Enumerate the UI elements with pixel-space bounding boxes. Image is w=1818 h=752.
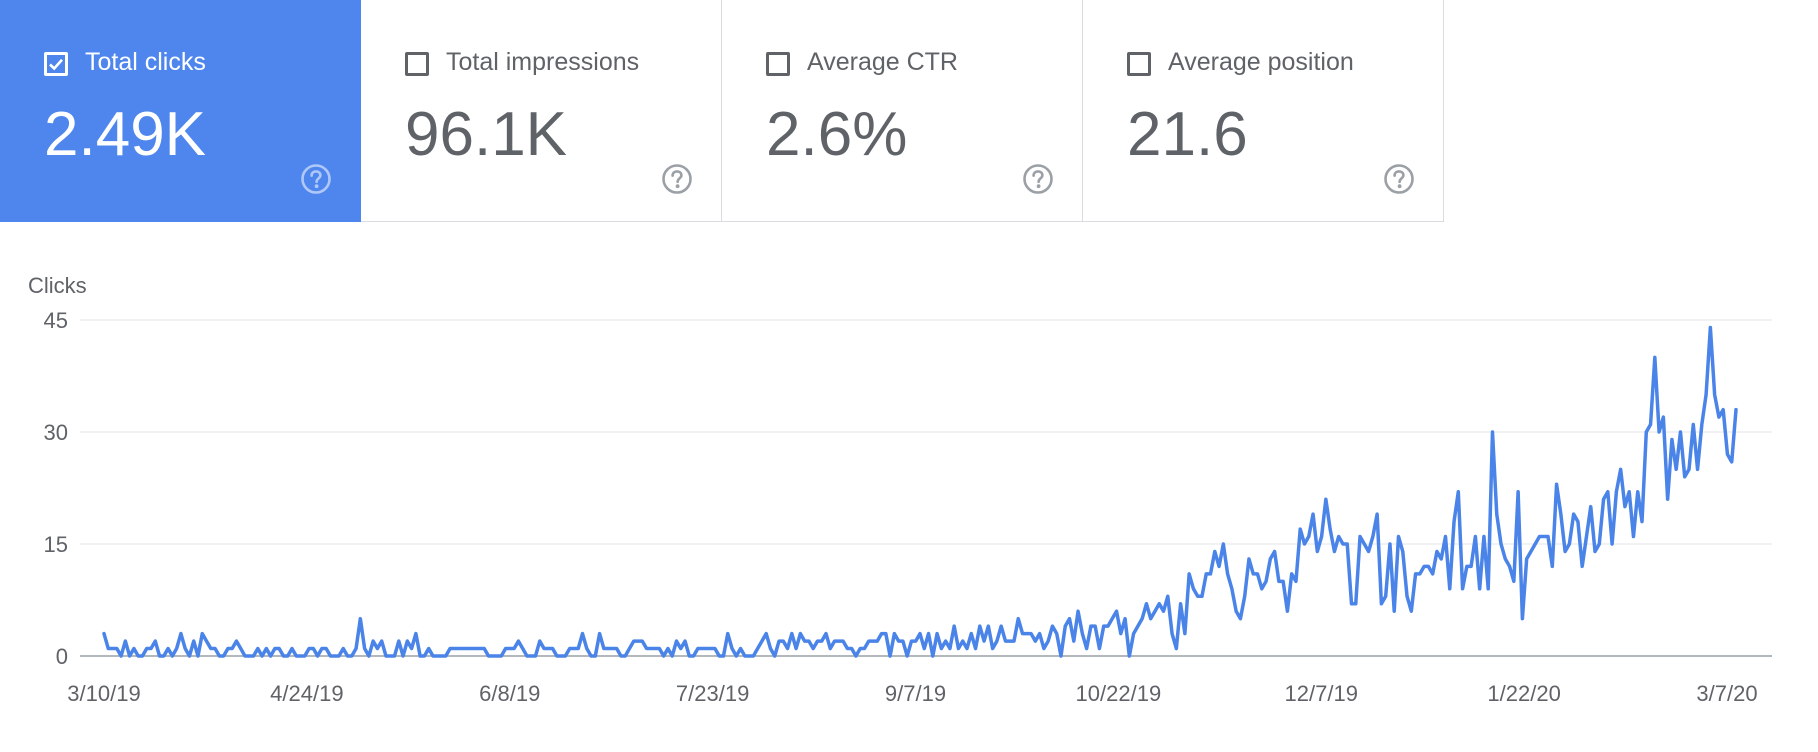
metric-label: Total clicks — [85, 48, 206, 76]
checkbox-unchecked-icon[interactable] — [1127, 52, 1151, 76]
help-icon[interactable] — [1022, 163, 1054, 195]
metric-value: 2.6% — [766, 100, 908, 169]
help-icon[interactable] — [1383, 163, 1415, 195]
y-axis-ticks: 0 15 30 45 — [44, 308, 68, 669]
chart-gridlines — [80, 319, 1772, 657]
checkbox-checked-icon[interactable] — [44, 52, 68, 76]
x-tick-label: 1/22/20 — [1487, 681, 1560, 706]
metric-value: 96.1K — [405, 100, 568, 169]
series-line-clicks — [102, 325, 1738, 658]
checkbox-unchecked-icon[interactable] — [766, 52, 790, 76]
metric-value: 21.6 — [1127, 100, 1248, 169]
y-tick-label: 30 — [44, 420, 68, 445]
metric-label: Average position — [1168, 48, 1354, 76]
metric-label: Average CTR — [807, 48, 958, 76]
help-icon[interactable] — [300, 163, 332, 195]
metric-cards: Total clicks 2.49K Total impressions 96.1K A… — [0, 0, 1444, 222]
metric-card-total-impressions[interactable]: Total impressions 96.1K — [361, 0, 722, 222]
x-tick-label: 12/7/19 — [1285, 681, 1358, 706]
y-axis-label: Clicks — [28, 273, 87, 298]
x-tick-label: 9/7/19 — [885, 681, 946, 706]
metric-card-average-ctr[interactable]: Average CTR 2.6% — [722, 0, 1083, 222]
x-tick-label: 3/7/20 — [1696, 681, 1757, 706]
x-tick-label: 6/8/19 — [479, 681, 540, 706]
y-tick-label: 45 — [44, 308, 68, 333]
metric-label: Total impressions — [446, 48, 640, 76]
checkbox-unchecked-icon[interactable] — [405, 52, 429, 76]
x-tick-label: 7/23/19 — [676, 681, 749, 706]
x-tick-label: 3/10/19 — [67, 681, 140, 706]
metric-card-total-clicks[interactable]: Total clicks 2.49K — [0, 0, 361, 222]
clicks-line-chart: Clicks 0 15 30 45 3/10/19 4/24/19 6/8/19 7/23/… — [28, 273, 1772, 706]
y-tick-label: 0 — [56, 644, 68, 669]
x-tick-label: 4/24/19 — [270, 681, 343, 706]
x-axis-ticks: 3/10/19 4/24/19 6/8/19 7/23/19 9/7/19 10/22/1… — [67, 681, 1757, 706]
y-tick-label: 15 — [44, 532, 68, 557]
help-icon[interactable] — [661, 163, 693, 195]
x-tick-label: 10/22/19 — [1076, 681, 1162, 706]
metric-card-average-position[interactable]: Average position 21.6 — [1083, 0, 1444, 222]
metric-value: 2.49K — [44, 100, 207, 169]
